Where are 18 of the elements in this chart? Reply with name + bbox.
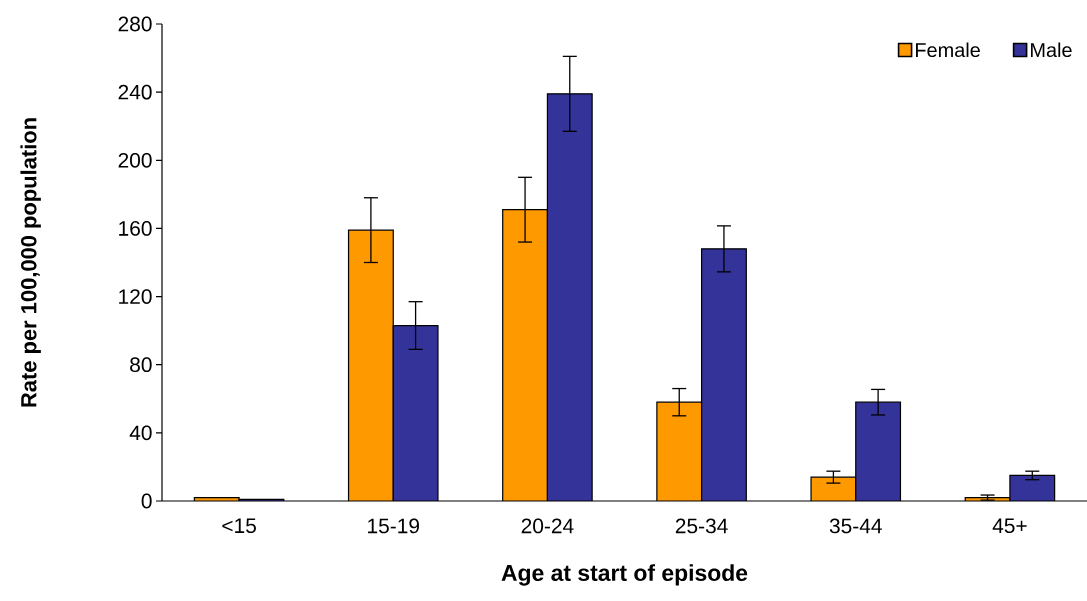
y-tick-label: 240 [118, 84, 152, 100]
y-tick-label: 160 [119, 221, 152, 236]
x-tick-label: 35-44 [829, 518, 882, 534]
y-tick-label: 200 [118, 152, 152, 168]
y-tick-label: 120 [119, 289, 152, 304]
x-tick-label: <15 [222, 518, 256, 534]
y-tick-label: 40 [129, 425, 152, 441]
x-axis-title: Age at start of episode [501, 564, 748, 586]
x-tick-label: 20-24 [521, 518, 574, 534]
y-tick-label: 80 [130, 357, 152, 373]
x-tick-label: 15-19 [368, 518, 419, 534]
x-tick-label: 25-34 [675, 518, 728, 534]
y-tick-label: 280 [118, 16, 152, 32]
y-axis-title: Rate per 100,000 population [20, 118, 41, 407]
legend-label: Male [1031, 42, 1072, 58]
x-tick-label: 45+ [992, 518, 1027, 534]
y-tick-label: 0 [141, 493, 152, 509]
legend-label: Female [916, 42, 980, 58]
